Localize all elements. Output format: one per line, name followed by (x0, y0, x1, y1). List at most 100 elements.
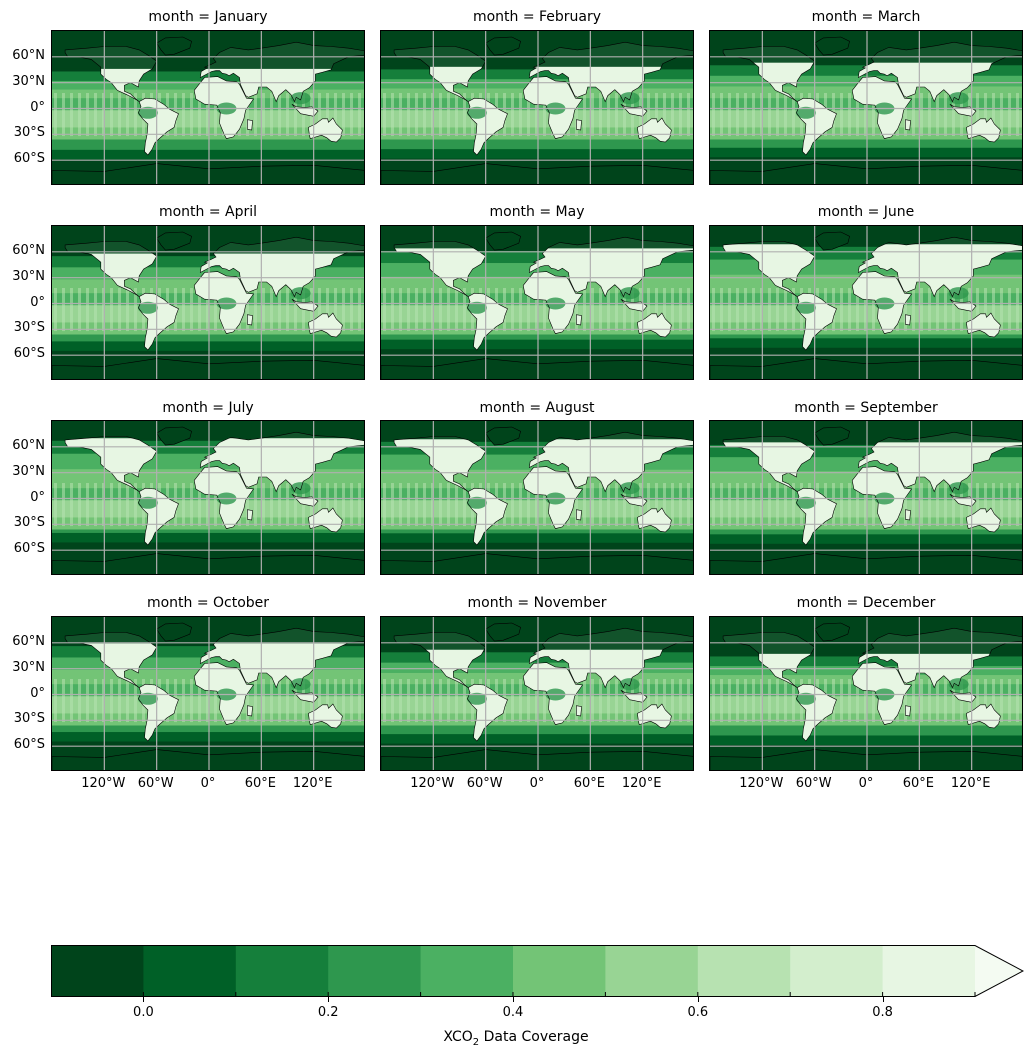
ocean-coverage-band (710, 338, 1022, 348)
orbit-track-stripe (415, 93, 418, 137)
coastline-greenland (485, 36, 521, 56)
ocean-coverage-band (710, 147, 1022, 158)
orbit-track-stripe (246, 483, 249, 527)
orbit-track-stripe (535, 483, 538, 527)
orbit-track-stripe (342, 679, 345, 723)
ocean-coverage-band (381, 339, 693, 350)
orbit-track-stripe (54, 483, 57, 527)
coastline-africa (193, 466, 255, 529)
ocean-coverage-band (710, 735, 1022, 745)
ocean-coverage-band (381, 149, 693, 159)
orbit-track-stripe (463, 93, 466, 137)
land-coverage-namerica (65, 632, 157, 688)
orbit-track-stripe (992, 288, 995, 332)
coastline-indonesia (291, 689, 319, 703)
orbit-track-stripe (246, 288, 249, 332)
colorbar-segment (328, 945, 422, 997)
lon-tick-label: 120°W (410, 776, 455, 791)
orbit-track-stripe (728, 483, 731, 527)
colorbar-tick-label: 0.0 (133, 1005, 154, 1020)
orbit-track-stripe (768, 679, 771, 723)
orbit-track-stripe (920, 483, 923, 527)
orbit-track-stripe (511, 288, 514, 332)
ocean-coverage-band (381, 69, 693, 81)
lon-tick-label: 60°W (137, 776, 174, 791)
orbit-track-stripe (848, 483, 851, 527)
lat-tick-label: 30°S (13, 125, 45, 141)
orbit-track-stripe (752, 93, 755, 137)
lon-tick-label: 0° (858, 776, 874, 791)
colorbar: 0.0 0.2 0.4 0.6 0.8 (50, 945, 1025, 1020)
orbit-track-stripe (856, 93, 859, 137)
colorbar-tick-label: 0.2 (317, 1005, 339, 1020)
orbit-track-stripe (278, 288, 281, 332)
orbit-track-stripe (928, 679, 931, 723)
land-coverage-namerica (65, 241, 157, 297)
orbit-track-stripe (615, 679, 618, 723)
orbit-track-stripe (455, 679, 458, 723)
orbit-track-stripe (399, 93, 402, 137)
coastline-greenland (814, 231, 850, 251)
orbit-track-stripe (270, 679, 273, 723)
ocean-coverage-band (710, 725, 1022, 738)
coastline-greenland (156, 622, 192, 642)
panel-title-july: month = July (162, 400, 254, 416)
orbit-track-stripe (431, 288, 434, 332)
coastline-namerica (722, 632, 816, 688)
orbit-track-stripe (1008, 93, 1011, 137)
coastline-eurasia (528, 431, 693, 493)
map-panel-january (51, 30, 365, 185)
coastline-africa (522, 271, 584, 334)
ocean-coverage-band (710, 334, 1022, 341)
lat-tick-label: 60°S (13, 346, 45, 362)
lat-tick-label: 30°N (12, 659, 45, 675)
coastline-indonesia (620, 493, 648, 507)
orbit-track-stripe (326, 288, 329, 332)
orbit-track-stripe (294, 679, 297, 723)
high-latitude-low-coverage (710, 421, 1022, 443)
orbit-track-stripe (575, 679, 578, 723)
tropical-low-coverage-amazon (795, 496, 816, 509)
land-antarctica (710, 163, 1022, 184)
land-coverage-madagascar (576, 509, 582, 520)
orbit-track-stripe (840, 288, 843, 332)
ocean-coverage-band (710, 529, 1022, 537)
orbit-track-stripe (599, 288, 602, 332)
orbit-track-stripe (519, 679, 522, 723)
coastline-madagascar (247, 705, 253, 717)
coastline-samerica (467, 487, 508, 546)
land-antarctica (52, 553, 364, 574)
coastline-indonesia (949, 689, 977, 703)
orbit-track-stripe (784, 93, 787, 137)
orbit-track-stripe (928, 483, 931, 527)
orbit-track-stripe (383, 679, 386, 723)
orbit-track-stripe (254, 93, 257, 137)
orbit-track-stripe (784, 288, 787, 332)
orbit-track-stripe (848, 288, 851, 332)
orbit-track-stripe (583, 679, 586, 723)
orbit-track-stripe (679, 288, 682, 332)
coastline-indonesia (949, 493, 977, 507)
orbit-track-stripe (912, 483, 915, 527)
orbit-track-stripe (326, 679, 329, 723)
orbit-track-stripe (671, 483, 674, 527)
coastline-eurasia (528, 236, 693, 298)
coastline-africa (522, 76, 584, 139)
orbit-track-stripe (326, 483, 329, 527)
orbit-track-stripe (270, 93, 273, 137)
orbit-track-stripe (712, 483, 715, 527)
lat-tick-label: 0° (30, 294, 45, 310)
ocean-coverage-band (381, 139, 693, 151)
orbit-track-stripe (407, 483, 410, 527)
orbit-track-stripe (86, 483, 89, 527)
orbit-track-stripe (864, 679, 867, 723)
tropical-low-coverage-amazon (466, 301, 487, 314)
orbit-track-stripe (936, 288, 939, 332)
orbit-track-stripe (984, 483, 987, 527)
orbit-track-stripe (206, 93, 209, 137)
orbit-track-stripe (383, 93, 386, 137)
orbit-track-stripe (1000, 679, 1003, 723)
orbit-track-stripe (350, 483, 353, 527)
orbit-track-stripe (752, 288, 755, 332)
orbit-track-stripe (527, 93, 530, 137)
